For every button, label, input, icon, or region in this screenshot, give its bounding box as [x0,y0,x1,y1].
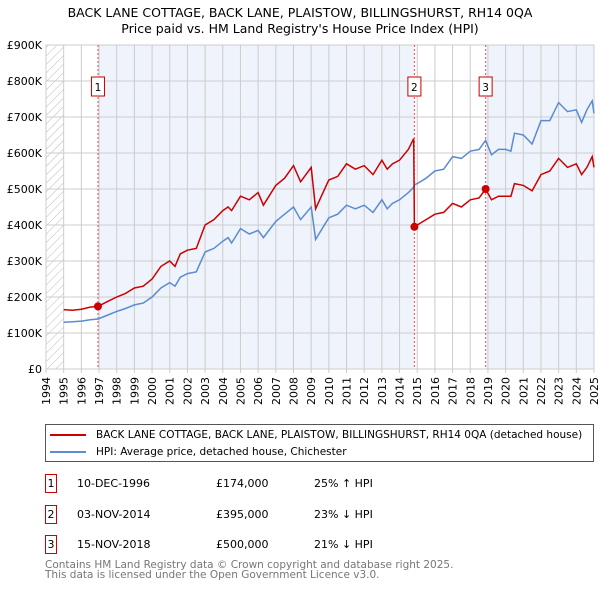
sale-price: £500,000 [216,538,269,551]
y-tick-label: £300K [7,255,43,268]
property-price-line [63,138,595,312]
x-tick-label: 2023 [553,377,566,405]
sale-date: 03-NOV-2014 [77,508,151,521]
x-tick-label: 2014 [394,377,407,405]
sale-marker-badge [90,76,105,97]
pre-data-hatch [46,45,64,369]
x-tick-label: 2000 [146,377,159,405]
x-tick-label: 1999 [128,377,141,405]
legend-swatch-red [50,434,86,436]
sale-price: £395,000 [216,508,269,521]
sale-date: 15-NOV-2018 [77,538,151,551]
legend-swatch-blue [50,451,86,453]
x-tick-label: 1995 [58,377,71,405]
x-tick-label: 2018 [464,377,477,405]
x-tick-label: 2012 [358,377,371,405]
y-tick-label: £200K [7,291,43,304]
y-tick-label: £100K [7,327,43,340]
sale-hpi: 21% ↓ HPI [314,538,373,551]
y-tick-label: £700K [7,111,43,124]
y-tick-label: £900K [7,39,43,52]
x-tick-label: 2006 [252,377,265,405]
x-tick-label: 2019 [482,377,495,405]
y-tick-label: £400K [7,219,43,232]
x-tick-label: 2020 [500,377,513,405]
legend-label-property: BACK LANE COTTAGE, BACK LANE, PLAISTOW, … [96,429,583,441]
y-tick-label: £0 [28,363,42,376]
footer-line-1: Contains HM Land Registry data © Crown c… [45,559,454,571]
sale-hpi: 25% ↑ HPI [314,477,373,490]
legend-item-hpi: HPI: Average price, detached house, Chic… [50,446,347,458]
sale-price: £174,000 [216,477,269,490]
x-tick-label: 1996 [75,377,88,405]
x-tick-label: 2025 [588,377,600,405]
x-tick-label: 1998 [111,377,124,405]
y-tick-label: £800K [7,75,43,88]
sale-marker-label: 1 [95,82,102,94]
x-tick-label: 2003 [199,377,212,405]
x-tick-label: 1994 [40,377,53,405]
x-tick-label: 2009 [305,377,318,405]
y-tick-label: £600K [7,147,43,160]
plot-area: 1994 1995 1996 1997 1998 1999 2000 2001 2002 2003… [7,39,600,405]
sale-badge: 1 [45,474,57,493]
legend-label-hpi: HPI: Average price, detached house, Chic… [96,446,347,458]
sale-point [410,222,419,231]
legend: BACK LANE COTTAGE, BACK LANE, PLAISTOW, … [45,424,594,462]
sale-marker-badge [407,76,422,97]
x-tick-label: 2024 [570,377,583,405]
x-tick-label: 2013 [376,377,389,405]
x-tick-label: 2011 [341,377,354,405]
sale-date: 10-DEC-1996 [77,477,151,490]
x-tick-label: 2005 [234,377,247,405]
x-tick-label: 2007 [270,377,283,405]
x-tick-label: 2004 [217,377,230,405]
x-tick-label: 2008 [287,377,300,405]
sale-point [93,302,102,311]
footer: Contains HM Land Registry data © Crown c… [45,559,454,581]
ownership-shade-2 [485,45,594,369]
legend-item-property: BACK LANE COTTAGE, BACK LANE, PLAISTOW, … [50,429,582,441]
x-tick-label: 2001 [164,377,177,405]
x-tick-label: 2002 [181,377,194,405]
plot-border [45,44,595,370]
y-tick-label: £500K [7,183,43,196]
x-tick-label: 2010 [323,377,336,405]
sale-hpi: 23% ↓ HPI [314,508,373,521]
x-tick-label: 2021 [517,377,530,405]
x-tick-label: 2016 [429,377,442,405]
sale-badge: 2 [45,505,57,524]
x-tick-label: 2015 [411,377,424,405]
sale-badge: 3 [45,535,57,554]
sale-marker-label: 3 [482,82,489,94]
x-tick-label: 2022 [535,377,548,405]
hpi-line [63,98,595,323]
x-tick-label: 1997 [93,377,106,405]
footer-line-2: This data is licensed under the Open Gov… [45,569,380,581]
x-tick-label: 2017 [447,377,460,405]
sale-point [481,185,490,193]
sale-marker-label: 2 [411,82,418,94]
chart-title: BACK LANE COTTAGE, BACK LANE, PLAISTOW, … [67,5,533,20]
chart-subtitle: Price paid vs. HM Land Registry's House … [121,21,479,36]
sale-marker-badge [478,76,493,97]
